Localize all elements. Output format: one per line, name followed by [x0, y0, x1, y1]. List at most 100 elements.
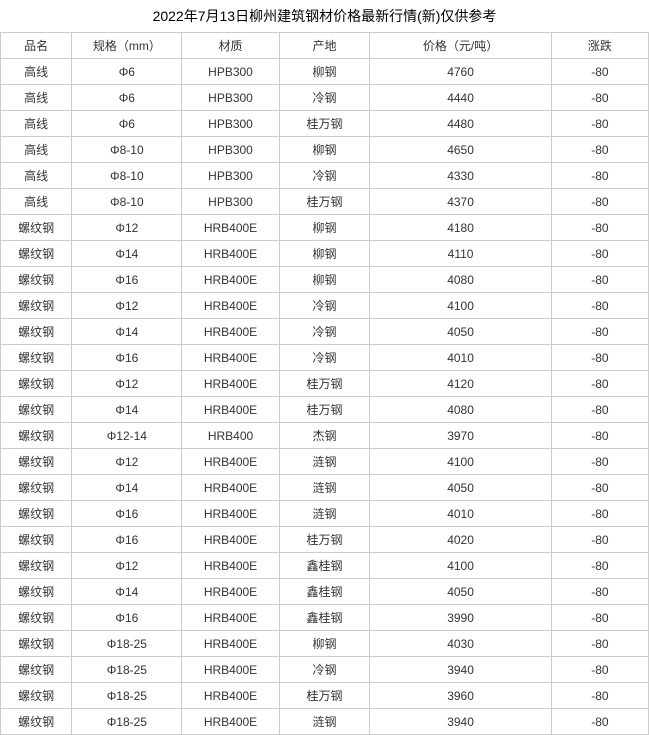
- col-header-origin: 产地: [279, 33, 370, 59]
- table-cell: Φ12: [72, 293, 182, 319]
- table-cell: 涟钢: [279, 475, 370, 501]
- table-row: 螺纹钢Φ14HRB400E桂万钢4080-80: [1, 397, 649, 423]
- table-cell: 螺纹钢: [1, 605, 72, 631]
- table-cell: -80: [551, 579, 648, 605]
- table-cell: 柳钢: [279, 631, 370, 657]
- table-cell: 螺纹钢: [1, 319, 72, 345]
- table-row: 螺纹钢Φ14HRB400E涟钢4050-80: [1, 475, 649, 501]
- table-cell: 4100: [370, 449, 551, 475]
- table-cell: -80: [551, 163, 648, 189]
- table-row: 高线Φ8-10HPB300柳钢4650-80: [1, 137, 649, 163]
- price-table: 品名 规格（mm） 材质 产地 价格（元/吨） 涨跌 高线Φ6HPB300柳钢4…: [0, 32, 649, 735]
- table-cell: 4760: [370, 59, 551, 85]
- table-cell: Φ14: [72, 579, 182, 605]
- table-row: 高线Φ6HPB300柳钢4760-80: [1, 59, 649, 85]
- table-cell: HRB400E: [182, 371, 279, 397]
- table-cell: Φ14: [72, 241, 182, 267]
- table-cell: 冷钢: [279, 293, 370, 319]
- table-cell: -80: [551, 111, 648, 137]
- table-cell: 桂万钢: [279, 683, 370, 709]
- table-cell: Φ16: [72, 345, 182, 371]
- table-cell: 冷钢: [279, 85, 370, 111]
- table-cell: 冷钢: [279, 345, 370, 371]
- table-cell: 螺纹钢: [1, 449, 72, 475]
- table-cell: 涟钢: [279, 709, 370, 735]
- table-row: 螺纹钢Φ18-25HRB400E冷钢3940-80: [1, 657, 649, 683]
- table-cell: 4330: [370, 163, 551, 189]
- table-cell: 螺纹钢: [1, 475, 72, 501]
- table-cell: 鑫桂钢: [279, 605, 370, 631]
- table-cell: 4100: [370, 553, 551, 579]
- table-cell: HRB400E: [182, 475, 279, 501]
- table-cell: HRB400E: [182, 267, 279, 293]
- table-cell: Φ8-10: [72, 189, 182, 215]
- table-cell: 高线: [1, 85, 72, 111]
- table-cell: 桂万钢: [279, 527, 370, 553]
- table-cell: HPB300: [182, 111, 279, 137]
- table-cell: HRB400E: [182, 553, 279, 579]
- table-cell: -80: [551, 683, 648, 709]
- table-cell: 螺纹钢: [1, 267, 72, 293]
- table-cell: 鑫桂钢: [279, 579, 370, 605]
- table-cell: 4120: [370, 371, 551, 397]
- table-cell: HPB300: [182, 137, 279, 163]
- table-row: 螺纹钢Φ16HRB400E涟钢4010-80: [1, 501, 649, 527]
- table-cell: 桂万钢: [279, 111, 370, 137]
- table-cell: -80: [551, 501, 648, 527]
- table-cell: 杰钢: [279, 423, 370, 449]
- table-cell: -80: [551, 85, 648, 111]
- table-cell: HRB400E: [182, 657, 279, 683]
- table-cell: Φ14: [72, 319, 182, 345]
- table-cell: 螺纹钢: [1, 345, 72, 371]
- table-cell: -80: [551, 59, 648, 85]
- table-cell: -80: [551, 189, 648, 215]
- table-cell: 桂万钢: [279, 189, 370, 215]
- col-header-material: 材质: [182, 33, 279, 59]
- table-cell: 3940: [370, 657, 551, 683]
- table-cell: HRB400E: [182, 709, 279, 735]
- table-cell: HRB400E: [182, 683, 279, 709]
- table-cell: Φ6: [72, 85, 182, 111]
- table-cell: -80: [551, 267, 648, 293]
- table-cell: Φ8-10: [72, 137, 182, 163]
- table-row: 螺纹钢Φ12HRB400E冷钢4100-80: [1, 293, 649, 319]
- table-cell: -80: [551, 215, 648, 241]
- table-cell: 冷钢: [279, 657, 370, 683]
- table-cell: HRB400E: [182, 579, 279, 605]
- table-cell: 涟钢: [279, 501, 370, 527]
- col-header-price: 价格（元/吨）: [370, 33, 551, 59]
- table-cell: 4050: [370, 319, 551, 345]
- table-cell: 4100: [370, 293, 551, 319]
- table-cell: HRB400E: [182, 241, 279, 267]
- table-cell: Φ18-25: [72, 709, 182, 735]
- table-row: 螺纹钢Φ12HRB400E柳钢4180-80: [1, 215, 649, 241]
- table-cell: 高线: [1, 59, 72, 85]
- table-cell: HRB400: [182, 423, 279, 449]
- table-cell: 3940: [370, 709, 551, 735]
- table-cell: 螺纹钢: [1, 579, 72, 605]
- table-cell: -80: [551, 475, 648, 501]
- table-cell: HPB300: [182, 85, 279, 111]
- table-cell: 螺纹钢: [1, 709, 72, 735]
- table-cell: Φ12: [72, 215, 182, 241]
- table-cell: Φ6: [72, 111, 182, 137]
- table-cell: 4020: [370, 527, 551, 553]
- table-cell: 冷钢: [279, 319, 370, 345]
- table-cell: -80: [551, 657, 648, 683]
- table-cell: 螺纹钢: [1, 215, 72, 241]
- table-cell: 4010: [370, 345, 551, 371]
- table-cell: Φ8-10: [72, 163, 182, 189]
- table-cell: 高线: [1, 137, 72, 163]
- table-cell: 3990: [370, 605, 551, 631]
- table-cell: 4370: [370, 189, 551, 215]
- table-cell: -80: [551, 371, 648, 397]
- table-cell: 螺纹钢: [1, 527, 72, 553]
- table-cell: -80: [551, 293, 648, 319]
- table-cell: 3970: [370, 423, 551, 449]
- table-cell: -80: [551, 527, 648, 553]
- table-cell: HRB400E: [182, 501, 279, 527]
- table-cell: 4650: [370, 137, 551, 163]
- table-cell: 桂万钢: [279, 371, 370, 397]
- table-row: 螺纹钢Φ12HRB400E桂万钢4120-80: [1, 371, 649, 397]
- table-cell: 4180: [370, 215, 551, 241]
